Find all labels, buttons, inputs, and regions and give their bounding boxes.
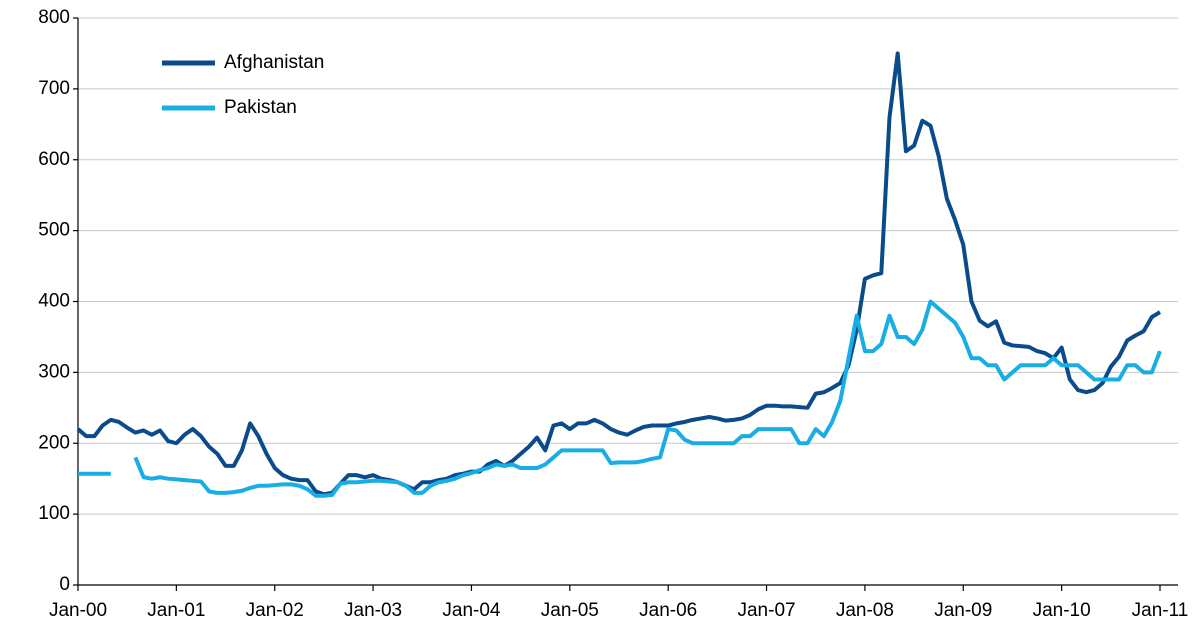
x-tick-label: Jan-08 (836, 600, 894, 621)
y-tick-label: 500 (38, 220, 70, 241)
y-tick-label: 400 (38, 291, 70, 312)
x-tick-label: Jan-03 (344, 600, 402, 621)
y-tick-label: 0 (59, 574, 70, 595)
y-tick-label: 300 (38, 361, 70, 382)
x-tick-label: Jan-07 (737, 600, 795, 621)
x-tick-label: Jan-09 (934, 600, 992, 621)
x-tick-label: Jan-04 (442, 600, 501, 621)
series-line (78, 299, 1162, 498)
series-line (76, 51, 1162, 497)
y-tick-label: 700 (38, 78, 70, 99)
legend-label: Afghanistan (224, 52, 324, 73)
x-tick-label: Jan-05 (541, 600, 599, 621)
legend-label: Pakistan (224, 97, 297, 118)
x-tick-label: Jan-01 (147, 600, 205, 621)
y-tick-label: 600 (38, 149, 70, 170)
x-tick-label: Jan-11 (1132, 600, 1189, 621)
x-tick-label: Jan-02 (246, 600, 304, 621)
y-tick-label: 800 (38, 7, 70, 28)
x-tick-label: Jan-00 (49, 600, 107, 621)
y-tick-label: 200 (38, 432, 70, 453)
y-tick-label: 100 (38, 503, 70, 524)
x-tick-label: Jan-06 (639, 600, 697, 621)
x-tick-label: Jan-10 (1033, 600, 1091, 621)
